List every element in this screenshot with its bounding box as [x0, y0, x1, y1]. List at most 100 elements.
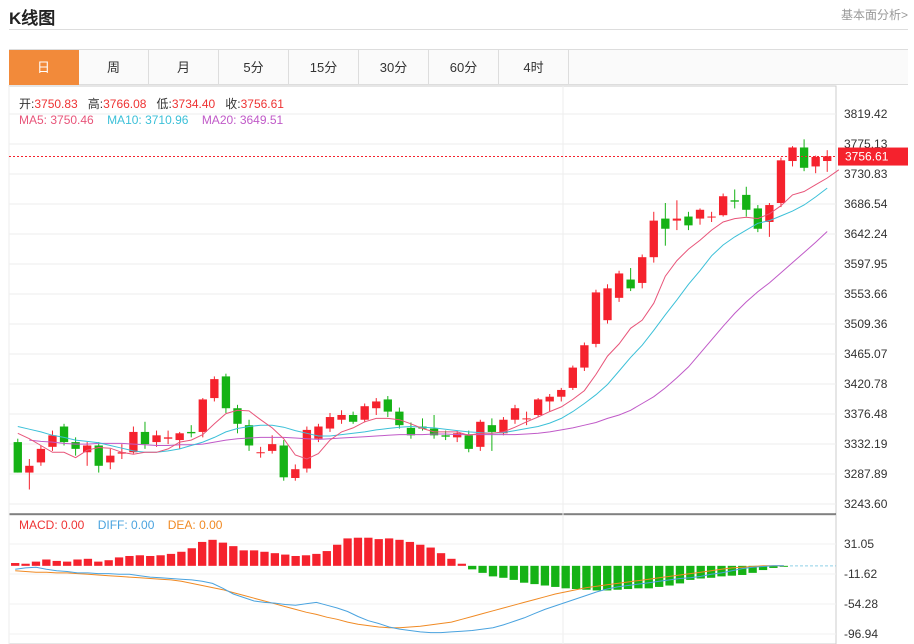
close-value: 3756.61: [240, 97, 284, 111]
macd-tick-label: -96.94: [844, 627, 878, 641]
price-tick-label: 3420.78: [844, 377, 888, 391]
ma5-line: [17, 169, 840, 460]
candle: [661, 218, 670, 229]
candle: [464, 435, 473, 449]
macd-bar: [488, 565, 498, 577]
price-tick-label: 3332.19: [844, 437, 888, 451]
macd-bar: [665, 565, 674, 586]
candle: [48, 435, 57, 447]
macd-bar: [353, 537, 363, 566]
candle: [533, 399, 543, 416]
candle: [221, 376, 231, 409]
candle: [372, 401, 381, 409]
candle: [279, 445, 288, 478]
macd-bar: [717, 565, 726, 577]
candle: [672, 218, 682, 221]
macd-bar: [42, 559, 51, 566]
ma10-readout: MA10: 3710.96: [107, 113, 189, 127]
tab-day[interactable]: 日: [9, 50, 79, 85]
macd-bar: [94, 561, 103, 566]
ohlc-readout: 开:3750.83 高:3766.08 低:3734.40 收:3756.61: [19, 95, 284, 112]
tab-5min[interactable]: 5分: [219, 50, 289, 85]
macd-bar: [748, 565, 757, 573]
candle: [36, 448, 46, 463]
macd-bar: [686, 565, 695, 580]
macd-bar: [478, 565, 487, 573]
price-tick-label: 3819.42: [844, 107, 888, 121]
last-price-tag: [838, 147, 908, 166]
candle: [522, 418, 531, 420]
candle: [187, 431, 196, 434]
macd-bar: [197, 541, 207, 566]
fundamental-analysis-link[interactable]: 基本面分析>: [840, 8, 908, 22]
macd-bar: [156, 555, 165, 566]
candle: [82, 445, 92, 453]
macd-tick-label: 31.05: [844, 537, 874, 551]
ma-readout: MA5: 3750.46 MA10: 3710.96 MA20: 3649.51: [19, 113, 283, 127]
macd-bar: [73, 559, 82, 566]
candle: [71, 442, 80, 449]
candle: [25, 465, 34, 473]
candle: [799, 147, 809, 168]
candle: [152, 435, 161, 443]
candle: [603, 288, 612, 321]
candle: [776, 160, 786, 204]
candle: [545, 396, 554, 402]
macd-bar: [426, 547, 435, 566]
price-tick-label: 3775.13: [844, 137, 888, 151]
macd-bar: [519, 565, 529, 583]
macd-bar: [499, 565, 508, 578]
candle: [337, 415, 346, 420]
close-label: 收:: [225, 97, 241, 111]
macd-bar: [208, 539, 217, 566]
candle: [106, 455, 115, 463]
candle: [487, 425, 497, 432]
macd-bar: [239, 550, 248, 566]
candle: [244, 425, 254, 446]
price-tick-label: 3642.24: [844, 227, 888, 241]
macd-bar: [374, 539, 383, 566]
price-tick-label: 3597.95: [844, 257, 888, 271]
candle: [348, 415, 358, 422]
tab-60min[interactable]: 60分: [429, 50, 499, 85]
macd-bar: [125, 555, 134, 566]
candle: [742, 194, 751, 210]
candle: [730, 200, 739, 202]
macd-bar: [343, 538, 352, 566]
ma10-line: [17, 187, 828, 453]
tab-30min[interactable]: 30分: [359, 50, 429, 85]
macd-bar: [384, 538, 394, 566]
low-label: 低:: [156, 97, 172, 111]
candle: [557, 389, 566, 397]
macd-bar: [21, 563, 30, 566]
candle: [395, 411, 404, 426]
macd-panel-frame: [8, 514, 837, 644]
tab-month[interactable]: 月: [149, 50, 219, 85]
candle: [94, 445, 103, 466]
tab-4hour[interactable]: 4时: [499, 50, 569, 85]
macd-bar: [395, 539, 404, 566]
candle: [823, 156, 832, 162]
macd-bar: [31, 561, 41, 566]
candle: [406, 427, 416, 436]
candle: [510, 408, 520, 420]
high-value: 3766.08: [103, 97, 147, 111]
tab-15min[interactable]: 15分: [289, 50, 359, 85]
macd-bar: [322, 551, 331, 566]
tab-week[interactable]: 周: [79, 50, 149, 85]
price-tick-label: 3287.89: [844, 467, 888, 481]
macd-bar: [468, 565, 477, 570]
candle: [13, 442, 22, 473]
macd-bar: [62, 561, 72, 566]
macd-bar: [592, 565, 602, 591]
candle: [614, 273, 624, 298]
macd-value: MACD: 0.00: [19, 518, 85, 532]
candle: [707, 216, 716, 218]
macd-bar: [769, 565, 778, 568]
ma20-line: [29, 231, 828, 446]
macd-bar: [114, 557, 124, 566]
ma20-readout: MA20: 3649.51: [201, 113, 284, 127]
macd-bar: [540, 565, 550, 586]
page-title: K线图: [9, 9, 56, 28]
